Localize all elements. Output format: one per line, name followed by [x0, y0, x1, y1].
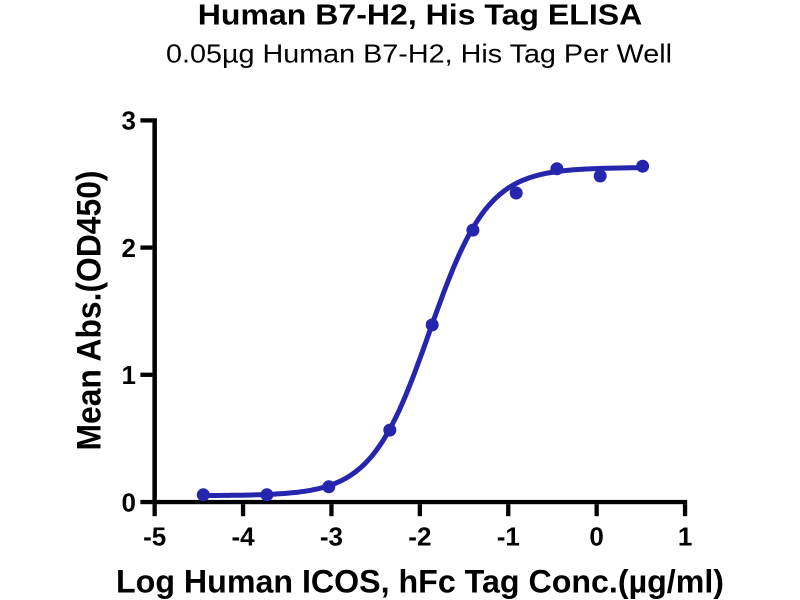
svg-text:2: 2	[122, 233, 136, 263]
svg-text:1: 1	[122, 360, 136, 390]
svg-text:0.05µg Human B7-H2, His Tag Pe: 0.05µg Human B7-H2, His Tag Per Well	[166, 39, 672, 69]
svg-text:-5: -5	[143, 521, 166, 551]
svg-text:-4: -4	[231, 521, 255, 551]
svg-text:Mean Abs.(OD450): Mean Abs.(OD450)	[71, 171, 109, 451]
svg-text:1: 1	[678, 521, 692, 551]
svg-text:Log Human ICOS, hFc Tag Conc.(: Log Human ICOS, hFc Tag Conc.(µg/ml)	[116, 564, 724, 600]
svg-text:-3: -3	[320, 521, 343, 551]
svg-text:-1: -1	[497, 521, 520, 551]
svg-text:0: 0	[589, 521, 603, 551]
svg-text:-2: -2	[408, 521, 431, 551]
svg-text:Human B7-H2, His Tag ELISA: Human B7-H2, His Tag ELISA	[198, 0, 643, 32]
svg-text:3: 3	[122, 106, 136, 136]
svg-text:0: 0	[122, 487, 136, 517]
